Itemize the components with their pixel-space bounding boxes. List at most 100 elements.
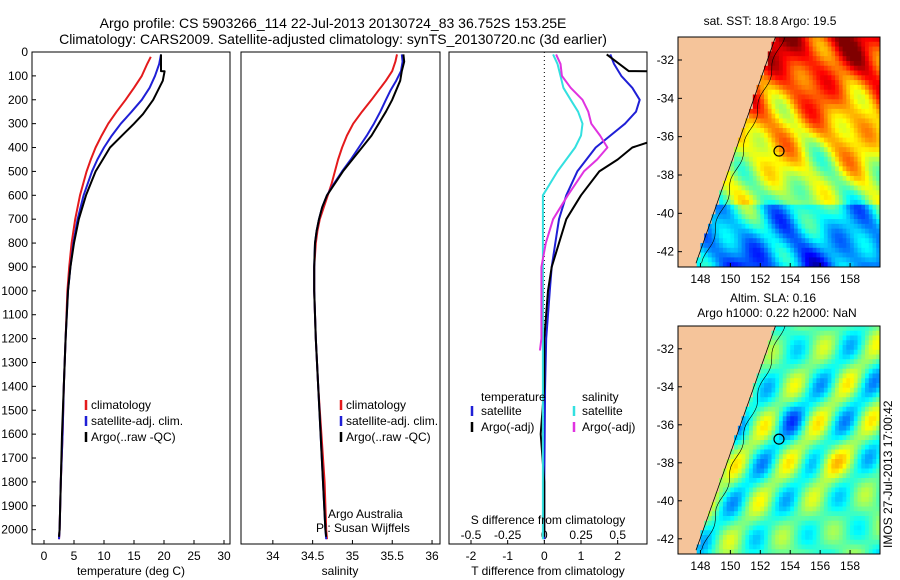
field-cell: [857, 70, 862, 76]
field-cell: [790, 387, 795, 394]
field-cell: [835, 185, 840, 191]
field-cell: [756, 214, 761, 220]
field-cell: [715, 549, 720, 554]
field-cell: [741, 166, 746, 172]
field-cell: [827, 359, 832, 365]
field-cell: [846, 454, 851, 460]
field-cell: [805, 152, 810, 158]
field-cell: [707, 252, 713, 259]
field-cell: [827, 65, 832, 72]
field-cell: [786, 209, 791, 215]
field-cell: [764, 501, 769, 508]
field-cell: [752, 430, 758, 436]
field-cell: [805, 70, 810, 76]
field-cell: [756, 89, 761, 96]
field-cell: [872, 473, 877, 479]
field-cell: [865, 444, 870, 451]
field-cell: [764, 402, 769, 408]
field-cell: [872, 108, 877, 115]
field-cell: [793, 444, 799, 451]
field-cell: [775, 132, 780, 139]
field-cell: [872, 478, 877, 484]
field-cell: [726, 190, 731, 196]
field-cell: [719, 199, 724, 206]
field-cell: [801, 70, 806, 76]
field-cell: [801, 530, 806, 536]
field-cell: [820, 364, 825, 370]
field-cell: [782, 161, 788, 167]
field-cell: [865, 180, 870, 187]
field-cell: [846, 204, 851, 211]
field-cell: [797, 94, 803, 100]
field-cell: [756, 123, 761, 129]
field-cell: [857, 233, 862, 239]
field-cell: [861, 80, 866, 86]
field-cell: [842, 41, 847, 48]
field-cell: [737, 238, 743, 244]
field-cell: [771, 247, 776, 254]
field-cell: [793, 99, 799, 105]
field-cell: [812, 487, 818, 493]
field-cell: [876, 326, 880, 332]
field-cell: [734, 435, 739, 441]
field-cell: [752, 175, 758, 182]
field-cell: [857, 104, 862, 110]
field-cell: [838, 171, 844, 177]
field-cell: [868, 161, 874, 167]
field-cell: [767, 132, 773, 139]
field-cell: [805, 421, 810, 427]
field-cell: [764, 209, 769, 215]
field-cell: [846, 539, 851, 546]
field-cell: [853, 41, 859, 48]
field-cell: [760, 411, 765, 417]
field-cell: [865, 156, 870, 163]
field-cell: [752, 473, 758, 479]
field-cell: [737, 440, 743, 446]
field-cell: [764, 75, 769, 81]
field-cell: [771, 156, 776, 163]
field-cell: [842, 84, 847, 91]
field-cell: [831, 104, 836, 110]
field-cell: [842, 497, 847, 503]
field-cell: [876, 530, 880, 536]
field-cell: [786, 378, 791, 384]
field-cell: [876, 397, 880, 403]
field-cell: [771, 425, 776, 432]
field-cell: [827, 195, 832, 201]
field-cell: [857, 166, 862, 172]
field-cell: [857, 335, 862, 341]
field-cell: [816, 487, 821, 493]
field-cell: [771, 243, 776, 249]
field-cell: [872, 330, 877, 337]
field-cell: [850, 368, 855, 375]
field-cell: [771, 175, 776, 182]
field-cell: [745, 411, 750, 417]
field-cell: [745, 204, 750, 211]
field-cell: [771, 204, 776, 211]
field-cell: [775, 156, 780, 163]
field-cell: [842, 209, 847, 215]
field-cell: [857, 219, 862, 225]
field-cell: [801, 444, 806, 451]
field-cell: [812, 378, 818, 384]
field-cell: [853, 473, 859, 479]
field-cell: [797, 247, 803, 254]
field-cell: [865, 463, 870, 470]
field-cell: [865, 56, 870, 62]
field-cell: [876, 104, 880, 110]
field-cell: [846, 223, 851, 230]
field-cell: [808, 421, 814, 427]
field-cell: [846, 243, 851, 249]
field-cell: [835, 406, 840, 413]
field-cell: [876, 252, 880, 259]
field-cell: [816, 539, 821, 546]
field-cell: [831, 171, 836, 177]
field-cell: [827, 368, 832, 375]
field-cell: [816, 46, 821, 52]
field-cell: [764, 454, 769, 460]
field-cell: [745, 482, 750, 489]
field-cell: [771, 520, 776, 527]
field-cell: [775, 487, 780, 493]
field-cell: [797, 425, 803, 432]
field-cell: [868, 487, 874, 493]
